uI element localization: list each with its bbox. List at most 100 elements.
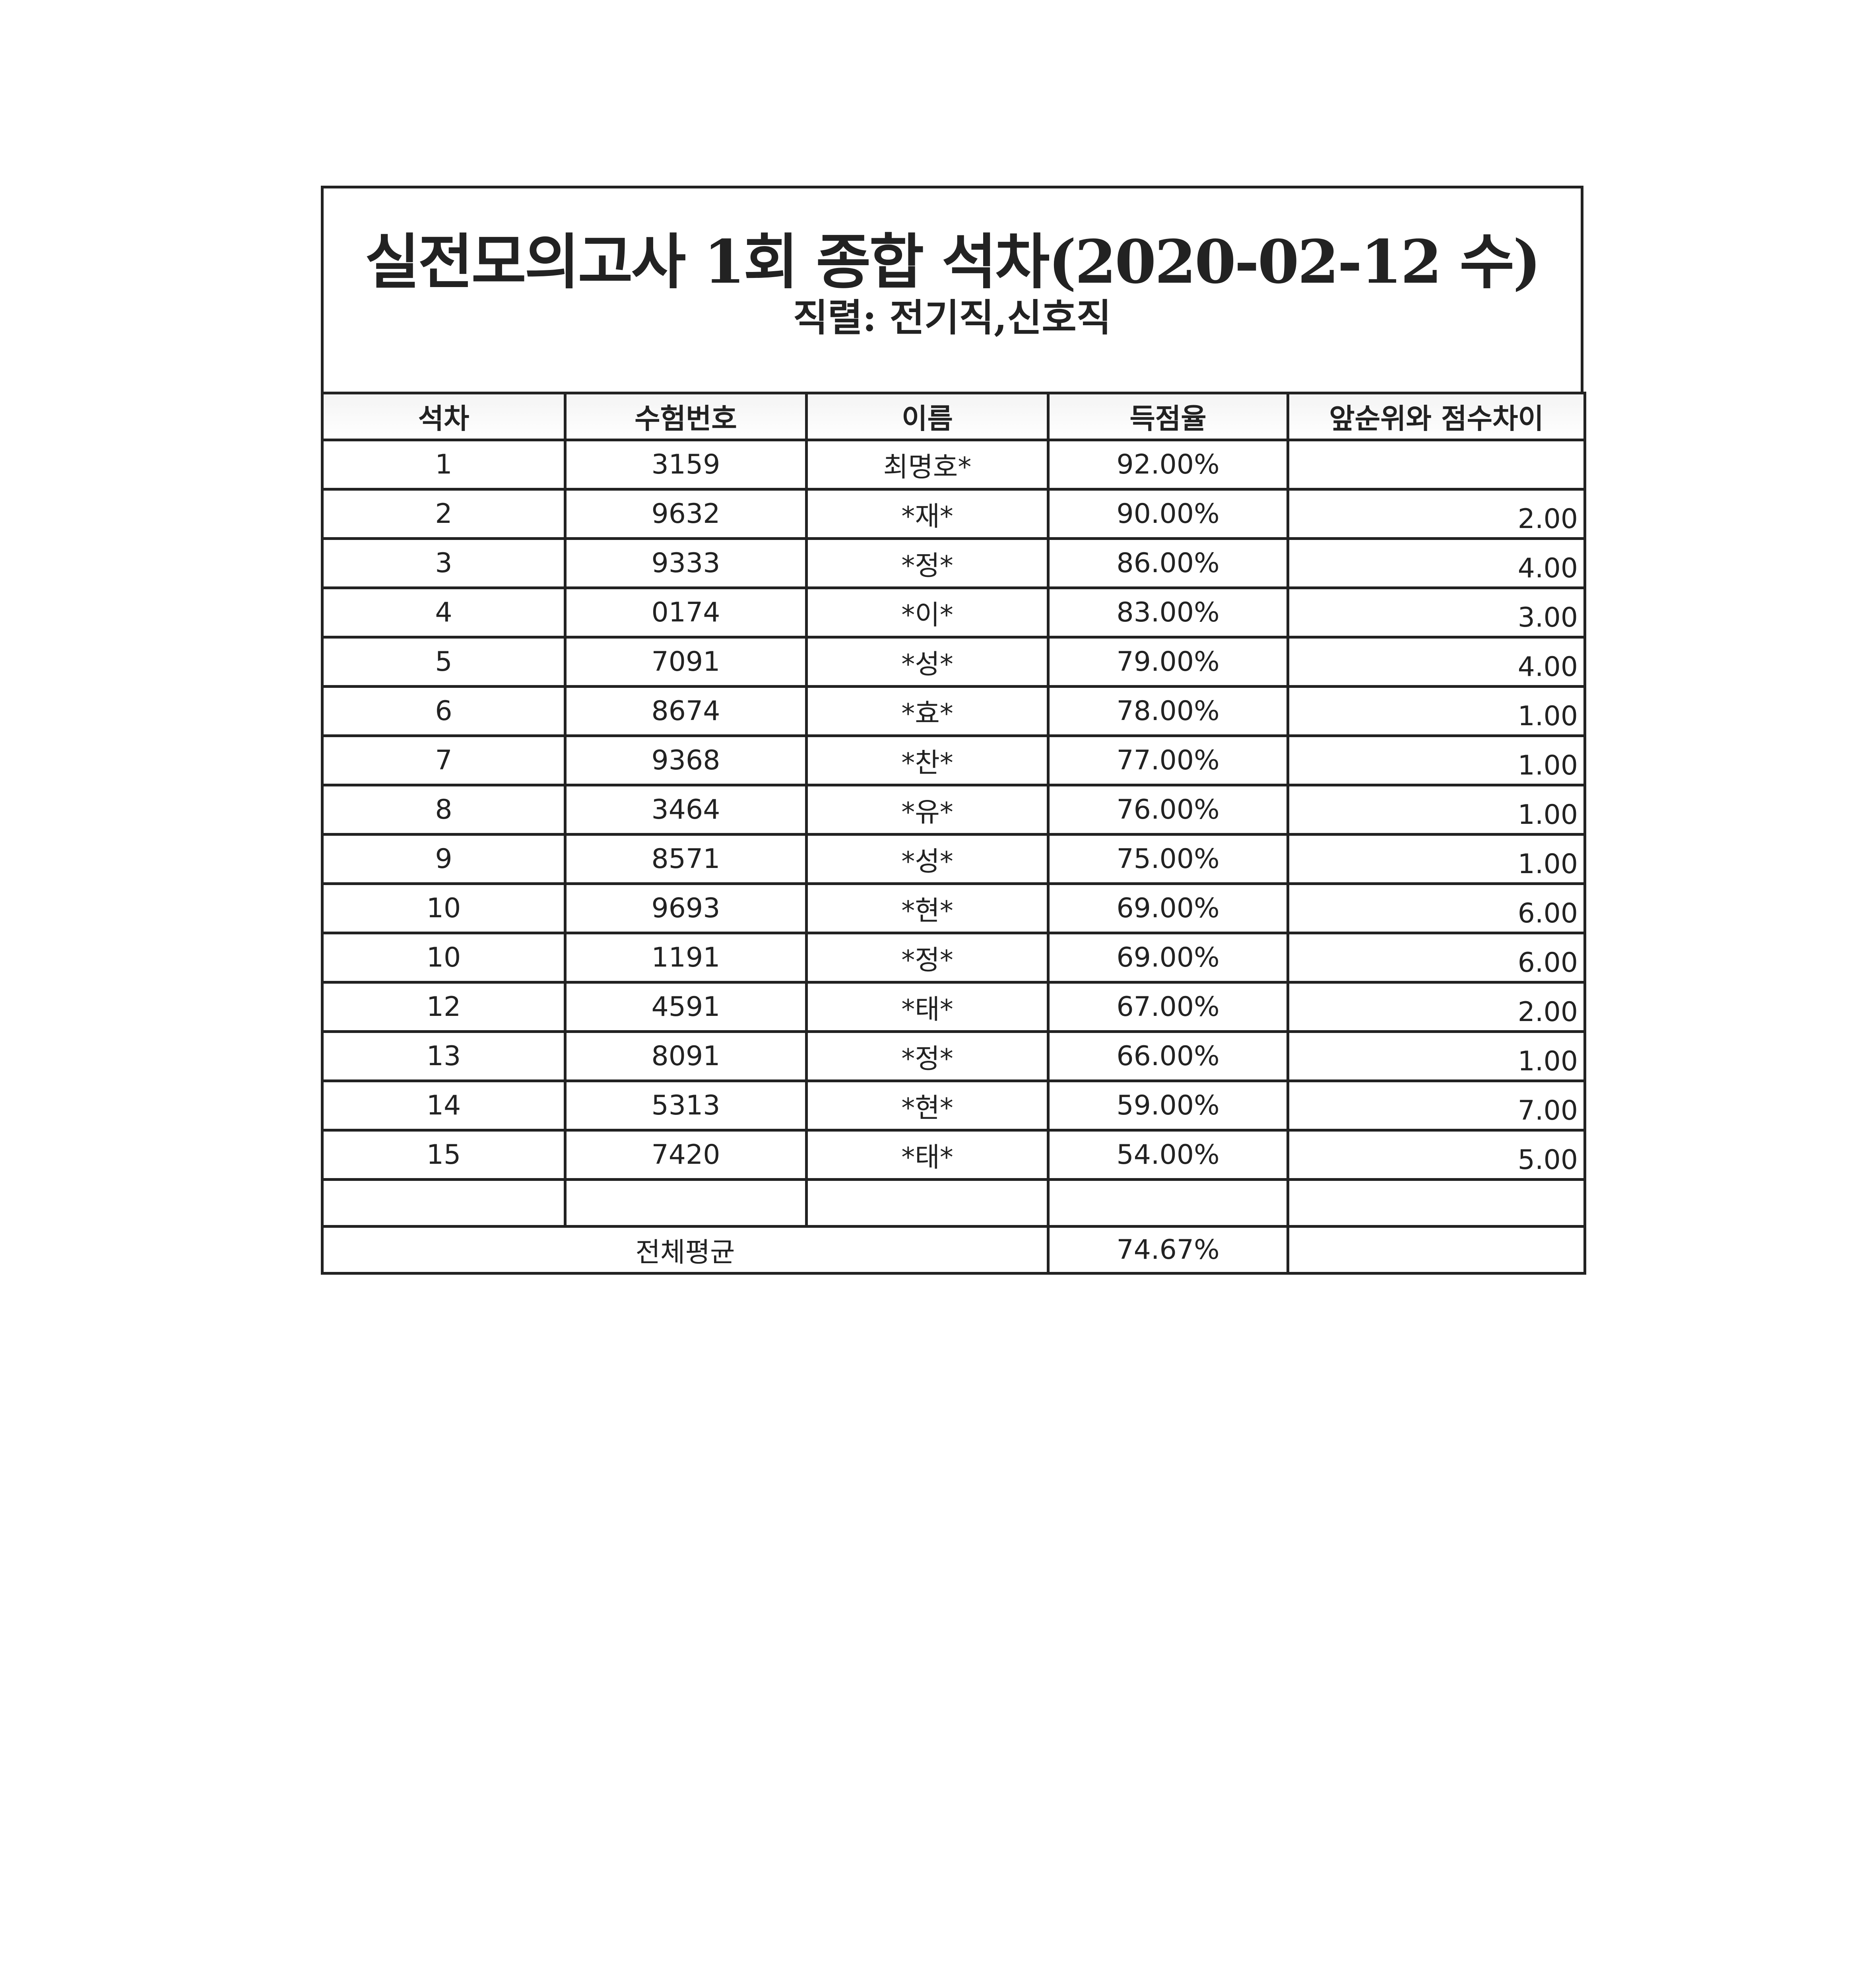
score-cell: 54.00% <box>1047 1129 1289 1181</box>
id-cell: 9693 <box>564 882 808 934</box>
header-row: 석차 수험번호 이름 득점율 앞순위와 점수차이 <box>321 392 1586 441</box>
header-name: 이름 <box>805 392 1050 441</box>
gap-cell: 1.00 <box>1287 784 1586 836</box>
gap-cell: 4.00 <box>1287 636 1586 688</box>
gap-cell: 2.00 <box>1287 488 1586 540</box>
score-cell: 90.00% <box>1047 488 1289 540</box>
rank-cell: 12 <box>321 981 567 1033</box>
id-cell: 3159 <box>564 439 808 491</box>
table-row: 10 1191 *정* 69.00% 6.00 <box>321 932 1586 984</box>
gap-cell: 1.00 <box>1287 734 1586 786</box>
document-title: 실전모의고사 1회 종합 석차(2020-02-12 수) <box>365 227 1541 297</box>
gap-cell: 1.00 <box>1287 685 1586 737</box>
name-cell: *정* <box>805 932 1050 984</box>
score-cell: 59.00% <box>1047 1079 1289 1132</box>
name-cell: *정* <box>805 537 1050 589</box>
name-cell: 최명호* <box>805 439 1050 491</box>
gap-cell: 1.00 <box>1287 833 1586 885</box>
name-cell: *태* <box>805 1129 1050 1181</box>
score-cell: 69.00% <box>1047 882 1289 934</box>
name-cell: *유* <box>805 784 1050 836</box>
score-cell: 79.00% <box>1047 636 1289 688</box>
gap-cell: 5.00 <box>1287 1129 1586 1181</box>
rank-cell: 14 <box>321 1079 567 1132</box>
ranking-table: 석차 수험번호 이름 득점율 앞순위와 점수차이 1 3159 최명호* 92.00%… <box>321 392 1586 1275</box>
average-value: 74.67% <box>1047 1225 1289 1275</box>
table-row: 15 7420 *태* 54.00% 5.00 <box>321 1129 1586 1181</box>
id-cell: 8091 <box>564 1030 808 1082</box>
rank-cell: 13 <box>321 1030 567 1082</box>
name-cell: *태* <box>805 981 1050 1033</box>
rank-cell: 5 <box>321 636 567 688</box>
rank-cell: 10 <box>321 882 567 934</box>
rank-cell: 2 <box>321 488 567 540</box>
title-box: 실전모의고사 1회 종합 석차(2020-02-12 수) 직렬: 전기직,신호… <box>321 186 1583 392</box>
name-cell: *정* <box>805 1030 1050 1082</box>
id-cell: 9333 <box>564 537 808 589</box>
gap-cell: 7.00 <box>1287 1079 1586 1132</box>
table-row: 10 9693 *현* 69.00% 6.00 <box>321 882 1586 934</box>
score-cell: 92.00% <box>1047 439 1289 491</box>
id-cell: 7420 <box>564 1129 808 1181</box>
name-cell: *재* <box>805 488 1050 540</box>
id-cell: 5313 <box>564 1079 808 1132</box>
rank-cell: 15 <box>321 1129 567 1181</box>
name-cell: *성* <box>805 636 1050 688</box>
header-score: 득점율 <box>1047 392 1289 441</box>
ranking-sheet: 실전모의고사 1회 종합 석차(2020-02-12 수) 직렬: 전기직,신호… <box>321 0 1586 1291</box>
name-cell: *효* <box>805 685 1050 737</box>
score-cell: 66.00% <box>1047 1030 1289 1082</box>
gap-cell: 4.00 <box>1287 537 1586 589</box>
empty-row <box>321 1178 1586 1228</box>
gap-cell: 1.00 <box>1287 1030 1586 1082</box>
table-row: 9 8571 *성* 75.00% 1.00 <box>321 833 1586 885</box>
score-cell: 86.00% <box>1047 537 1289 589</box>
table-row: 14 5313 *현* 59.00% 7.00 <box>321 1079 1586 1132</box>
table-row: 7 9368 *찬* 77.00% 1.00 <box>321 734 1586 786</box>
gap-cell: 2.00 <box>1287 981 1586 1033</box>
score-cell: 77.00% <box>1047 734 1289 786</box>
table-row: 12 4591 *태* 67.00% 2.00 <box>321 981 1586 1033</box>
id-cell: 8674 <box>564 685 808 737</box>
empty-cell <box>321 1178 567 1228</box>
rank-cell: 3 <box>321 537 567 589</box>
table-row: 13 8091 *정* 66.00% 1.00 <box>321 1030 1586 1082</box>
rank-cell: 7 <box>321 734 567 786</box>
table-row: 6 8674 *효* 78.00% 1.00 <box>321 685 1586 737</box>
average-gap <box>1287 1225 1586 1275</box>
average-label: 전체평균 <box>321 1225 1050 1275</box>
score-cell: 83.00% <box>1047 586 1289 639</box>
header-rank: 석차 <box>321 392 567 441</box>
id-cell: 4591 <box>564 981 808 1033</box>
id-cell: 9368 <box>564 734 808 786</box>
rank-cell: 10 <box>321 932 567 984</box>
name-cell: *현* <box>805 1079 1050 1132</box>
score-cell: 67.00% <box>1047 981 1289 1033</box>
header-id: 수험번호 <box>564 392 808 441</box>
empty-cell <box>1047 1178 1289 1228</box>
rank-cell: 1 <box>321 439 567 491</box>
average-row: 전체평균 74.67% <box>321 1225 1586 1275</box>
empty-cell <box>564 1178 808 1228</box>
rank-cell: 6 <box>321 685 567 737</box>
score-cell: 75.00% <box>1047 833 1289 885</box>
rank-cell: 4 <box>321 586 567 639</box>
header-gap: 앞순위와 점수차이 <box>1287 392 1586 441</box>
gap-cell: 6.00 <box>1287 932 1586 984</box>
table-row: 4 0174 *이* 83.00% 3.00 <box>321 586 1586 639</box>
id-cell: 1191 <box>564 932 808 984</box>
table-row: 3 9333 *정* 86.00% 4.00 <box>321 537 1586 589</box>
empty-cell <box>805 1178 1050 1228</box>
id-cell: 7091 <box>564 636 808 688</box>
table-row: 1 3159 최명호* 92.00% <box>321 439 1586 491</box>
name-cell: *찬* <box>805 734 1050 786</box>
id-cell: 9632 <box>564 488 808 540</box>
table-row: 5 7091 *성* 79.00% 4.00 <box>321 636 1586 688</box>
name-cell: *이* <box>805 586 1050 639</box>
gap-cell: 3.00 <box>1287 586 1586 639</box>
score-cell: 78.00% <box>1047 685 1289 737</box>
rank-cell: 8 <box>321 784 567 836</box>
table-row: 2 9632 *재* 90.00% 2.00 <box>321 488 1586 540</box>
name-cell: *성* <box>805 833 1050 885</box>
table-row: 8 3464 *유* 76.00% 1.00 <box>321 784 1586 836</box>
